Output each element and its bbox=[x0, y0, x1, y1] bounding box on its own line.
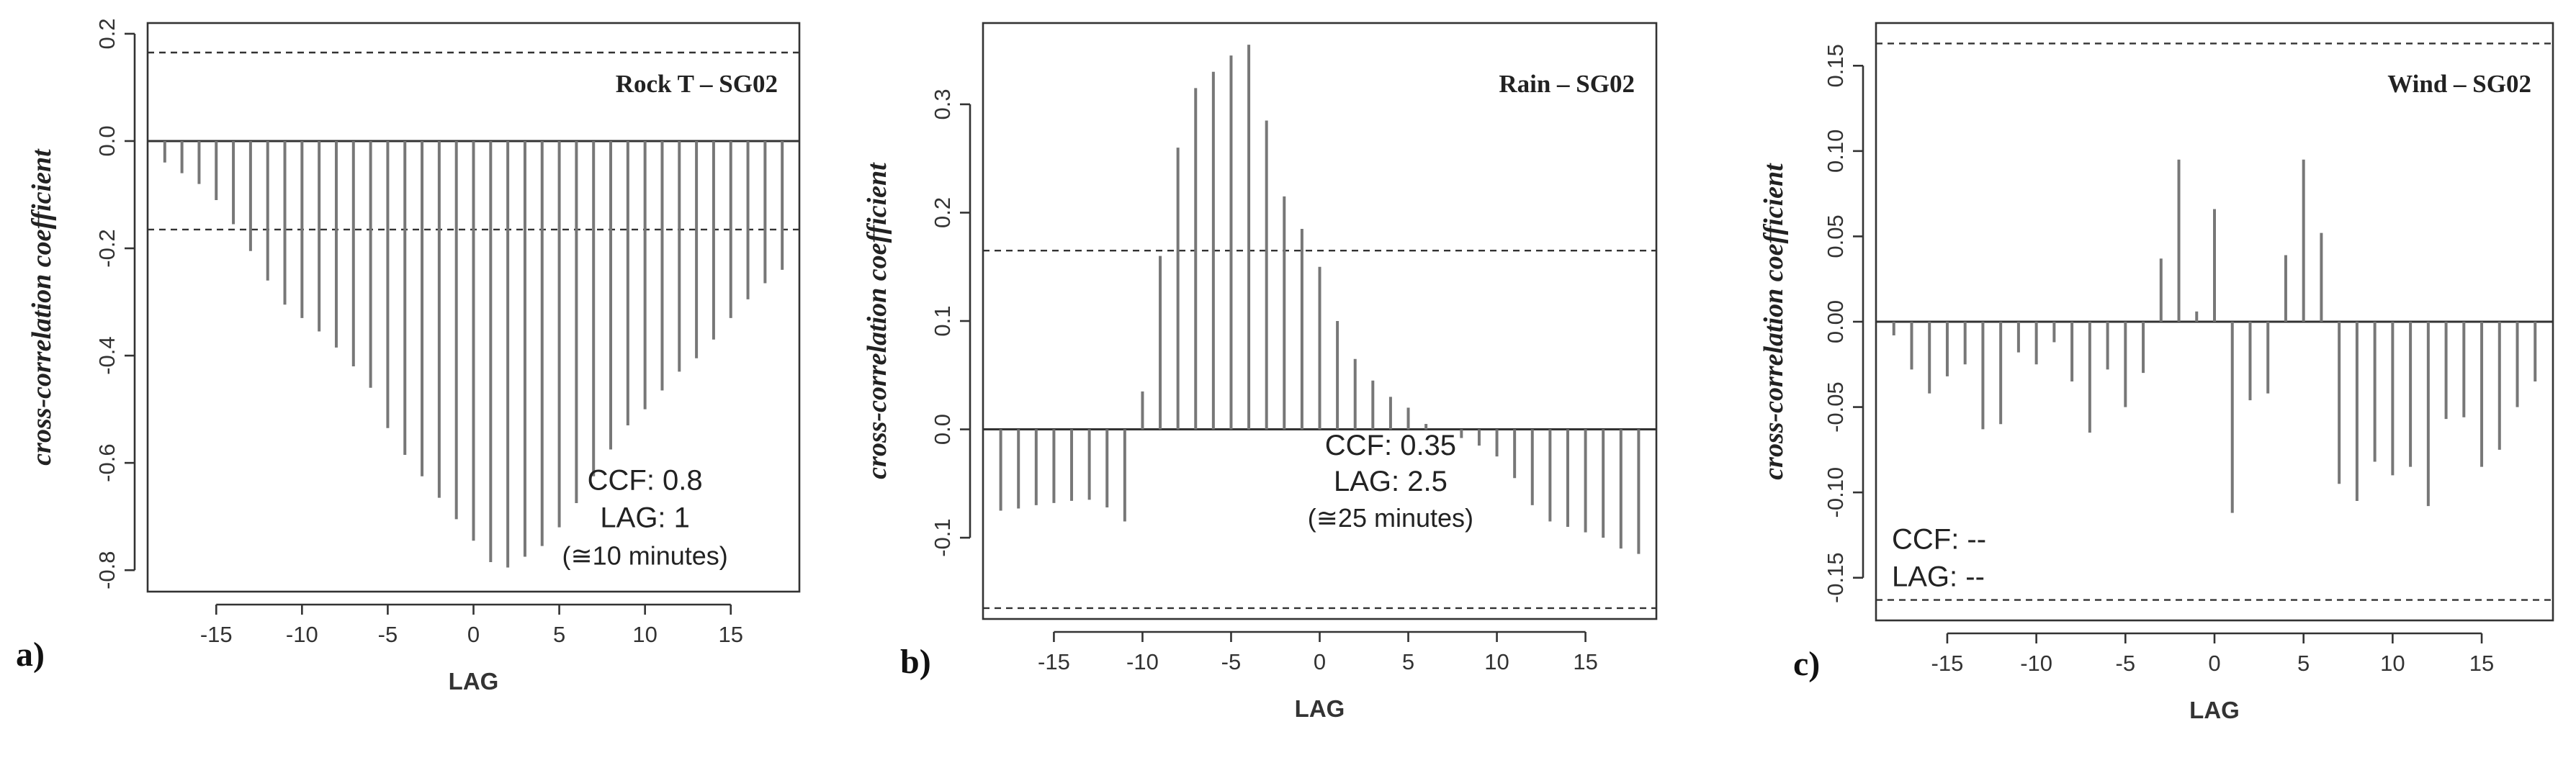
panel-rain: -15 -10 -5 0 5 10 15 -0.1 0.0 0.1 0.2 0.3 cross-corr… bbox=[862, 22, 1658, 722]
x-tick-label: -15 bbox=[200, 622, 233, 647]
panel-title: Wind – SG02 bbox=[2387, 70, 2531, 98]
x-tick-label: -15 bbox=[1038, 649, 1070, 674]
panel-letter: a) bbox=[16, 636, 45, 674]
x-tick-label: 10 bbox=[2380, 651, 2405, 676]
y-tick-label: 0.3 bbox=[930, 89, 955, 119]
y-tick-label: -0.4 bbox=[94, 336, 120, 374]
y-axis-label: cross-correlation coefficient bbox=[862, 162, 892, 479]
x-tick-label: 5 bbox=[553, 622, 565, 647]
y-tick-label: 0.0 bbox=[930, 414, 955, 445]
ccf-annotation-line: LAG: 2.5 bbox=[1334, 466, 1448, 497]
y-tick-label: 0.1 bbox=[930, 305, 955, 336]
x-tick-label: -10 bbox=[1126, 649, 1159, 674]
x-axis-label: LAG bbox=[1295, 695, 1345, 722]
y-tick-label: 0.10 bbox=[1823, 130, 1848, 173]
x-axis-label: LAG bbox=[449, 668, 499, 695]
panel-title: Rock T – SG02 bbox=[616, 70, 778, 98]
x-tick-label: 5 bbox=[1402, 649, 1414, 674]
y-tick-label: -0.6 bbox=[94, 443, 120, 482]
y-tick-label: 0.15 bbox=[1823, 44, 1848, 87]
ccf-annotation-line: CCF: 0.8 bbox=[588, 465, 703, 497]
y-axis-label: cross-correlation coefficient bbox=[27, 148, 57, 466]
y-tick-label: 0.2 bbox=[94, 18, 120, 49]
ccf-annotation-line: LAG: 1 bbox=[600, 502, 690, 534]
x-tick-label: 15 bbox=[1573, 649, 1597, 674]
y-tick-label: -0.10 bbox=[1823, 467, 1848, 518]
x-tick-label: 0 bbox=[2208, 651, 2220, 676]
plot-frame bbox=[146, 22, 801, 593]
panel-rock-t: -15 -10 -5 0 5 10 15 -0.8 -0.6 -0.4 -0.2 0.0 0.2 cros… bbox=[16, 18, 801, 695]
y-tick-label: -0.8 bbox=[94, 551, 120, 589]
ccf-annotation-line: CCF: -- bbox=[1892, 524, 1986, 556]
x-tick-label: 5 bbox=[2297, 651, 2310, 676]
x-tick-label: 10 bbox=[632, 622, 657, 647]
plot-frame bbox=[982, 22, 1658, 620]
x-tick-label: 10 bbox=[1484, 649, 1509, 674]
y-tick-label: -0.2 bbox=[94, 229, 120, 267]
panel-title: Rain – SG02 bbox=[1499, 70, 1635, 98]
y-tick-label: 0.2 bbox=[930, 197, 955, 228]
x-tick-label: 15 bbox=[718, 622, 742, 647]
ccf-annotation-line: LAG: -- bbox=[1892, 561, 1985, 593]
y-tick-label: -0.15 bbox=[1823, 552, 1848, 603]
x-tick-label: -5 bbox=[2116, 651, 2136, 676]
x-tick-label: 0 bbox=[1314, 649, 1326, 674]
x-tick-label: 0 bbox=[467, 622, 480, 647]
x-tick-label: 15 bbox=[2469, 651, 2494, 676]
x-tick-label: -5 bbox=[1221, 649, 1242, 674]
panel-letter: c) bbox=[1793, 645, 1820, 683]
ccf-annotation-line: (≅10 minutes) bbox=[562, 541, 728, 571]
ccf-annotation-line: (≅25 minutes) bbox=[1308, 503, 1473, 533]
y-tick-label: -0.1 bbox=[930, 518, 955, 556]
panel-letter: b) bbox=[900, 643, 931, 681]
y-axis-label: cross-correlation coefficient bbox=[1759, 163, 1789, 480]
y-tick-label: -0.05 bbox=[1823, 381, 1848, 433]
y-tick-label: 0.0 bbox=[94, 125, 120, 156]
panel-wind: -15 -10 -5 0 5 10 15 -0.15 -0.10 -0.05 0.00 0.05 0.1… bbox=[1759, 22, 2554, 723]
x-tick-label: -5 bbox=[378, 622, 398, 647]
y-tick-label: 0.05 bbox=[1823, 214, 1848, 258]
y-tick-label: 0.00 bbox=[1823, 300, 1848, 343]
x-tick-label: -15 bbox=[1931, 651, 1964, 676]
x-tick-label: -10 bbox=[2020, 651, 2052, 676]
ccf-annotation-line: CCF: 0.35 bbox=[1325, 430, 1456, 461]
x-axis-label: LAG bbox=[2189, 697, 2240, 723]
x-tick-label: -10 bbox=[286, 622, 318, 647]
